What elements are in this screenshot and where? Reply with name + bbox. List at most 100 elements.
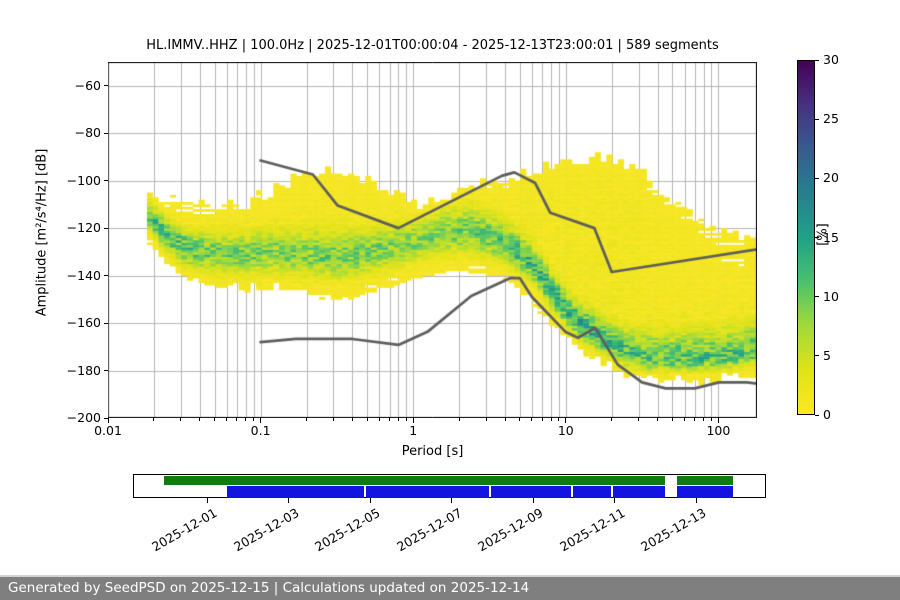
x-axis-label: Period [s] [401, 444, 464, 459]
colorbar-tick [815, 237, 819, 238]
footer-bar: Generated by SeedPSD on 2025-12-15 | Cal… [0, 575, 900, 600]
colorbar-tick-label: 0 [823, 407, 831, 422]
x-major-tick [717, 418, 719, 423]
ppsd-heatmap-canvas [108, 62, 757, 418]
x-minor-tick [504, 418, 506, 421]
timeline-tick-label: 2025-12-09 [475, 505, 546, 555]
y-tick-label: −160 [66, 315, 101, 331]
y-tick-label: −100 [66, 172, 101, 188]
colorbar-tick [815, 59, 819, 61]
x-minor-tick [153, 418, 155, 421]
timeline-tick-label: 2025-12-07 [393, 505, 464, 555]
x-minor-tick [236, 418, 238, 421]
data-coverage-blue [677, 485, 733, 498]
x-major-tick [107, 418, 109, 423]
timeline-tick [695, 498, 697, 503]
x-minor-tick [199, 418, 201, 421]
footer-text: Generated by SeedPSD on 2025-12-15 | Cal… [8, 580, 530, 596]
x-minor-tick [519, 418, 521, 421]
data-coverage-blue [573, 485, 611, 498]
y-major-tick [103, 227, 108, 229]
y-tick-label: −120 [66, 220, 101, 236]
x-minor-tick [366, 418, 368, 421]
x-tick-label: 0.1 [250, 423, 271, 438]
x-tick-label: 100 [706, 423, 731, 438]
x-minor-tick [684, 418, 686, 421]
timeline-tick [206, 498, 208, 503]
colorbar-tick-label: 15 [823, 229, 839, 245]
colorbar-tick [815, 296, 819, 298]
timeline-tick [369, 498, 371, 503]
x-minor-tick [694, 418, 696, 421]
x-minor-tick [611, 418, 613, 421]
y-major-tick [103, 275, 108, 277]
colorbar-tick [815, 177, 819, 179]
timeline-tick-label: 2025-12-03 [230, 505, 301, 555]
y-major-tick [103, 322, 108, 324]
x-minor-tick [253, 418, 255, 421]
timeline-tick [532, 498, 534, 503]
y-tick-label: −60 [74, 77, 101, 93]
x-tick-label: 1 [409, 423, 418, 438]
data-coverage-blue [491, 485, 571, 498]
x-minor-tick [378, 418, 380, 421]
coverage-timeline [133, 474, 766, 498]
colorbar-tick-label: 5 [823, 347, 831, 363]
y-tick-label: −140 [66, 267, 101, 283]
colorbar-tick [815, 414, 819, 416]
y-major-tick [103, 85, 108, 87]
x-minor-tick [531, 418, 533, 421]
x-tick-label: 10 [557, 423, 574, 438]
x-minor-tick [405, 418, 407, 421]
x-minor-tick [558, 418, 560, 421]
x-minor-tick [541, 418, 543, 421]
x-minor-tick [351, 418, 353, 421]
plot-title: HL.IMMV..HHZ | 100.0Hz | 2025-12-01T00:0… [146, 38, 719, 53]
colorbar-tick-label: 30 [823, 52, 839, 67]
x-major-tick [260, 418, 262, 423]
x-minor-tick [306, 418, 308, 421]
y-major-tick [103, 370, 108, 372]
y-major-tick [103, 132, 108, 134]
x-major-tick [565, 418, 567, 423]
timeline-tick [451, 498, 452, 503]
x-minor-tick [458, 418, 460, 421]
colorbar-tick-label: 20 [823, 170, 839, 186]
timeline-tick-label: 2025-12-01 [149, 505, 220, 555]
x-minor-tick [245, 418, 247, 421]
y-major-tick [103, 417, 108, 419]
y-tick-label: −180 [66, 362, 101, 378]
timeline-tick-label: 2025-12-05 [312, 505, 383, 555]
x-minor-tick [180, 418, 182, 421]
ppsd-plot-area [108, 62, 757, 418]
timeline-tick [614, 498, 615, 503]
x-minor-tick [332, 418, 334, 421]
colorbar-tick-label: 10 [823, 288, 839, 304]
y-major-tick [103, 180, 108, 182]
y-tick-label: −80 [74, 125, 101, 141]
colorbar-tick [815, 118, 819, 120]
data-coverage-blue [227, 485, 364, 498]
x-major-tick [412, 418, 414, 423]
psd-coverage-green [164, 476, 665, 485]
colorbar-label: [%] [815, 223, 831, 246]
timeline-tick-label: 2025-12-13 [638, 505, 709, 555]
colorbar [797, 60, 815, 415]
x-minor-tick [550, 418, 552, 421]
x-minor-tick [389, 418, 391, 421]
data-coverage-blue [613, 485, 665, 498]
y-tick-label: −200 [66, 410, 101, 425]
x-minor-tick [703, 418, 705, 421]
x-minor-tick [671, 418, 673, 421]
x-minor-tick [397, 418, 399, 421]
x-tick-label: 0.01 [94, 423, 122, 438]
x-minor-tick [485, 418, 487, 421]
x-minor-tick [710, 418, 712, 421]
colorbar-tick [815, 355, 819, 357]
x-minor-tick [638, 418, 640, 421]
timeline-tick [288, 498, 289, 503]
timeline-tick-label: 2025-12-11 [556, 505, 627, 555]
colorbar-tick-label: 25 [823, 111, 839, 127]
data-coverage-blue [366, 485, 489, 498]
